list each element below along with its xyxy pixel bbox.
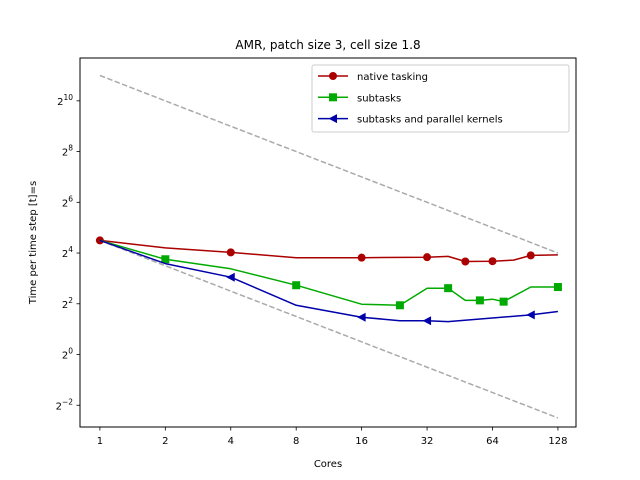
legend-swatch-marker [328, 114, 337, 124]
x-tick-label: 128 [548, 436, 567, 447]
series-2-point [161, 255, 170, 264]
series-1-point [95, 236, 104, 245]
series-2-point [292, 281, 301, 290]
x-axis: 1 2 4 8 16 32 64 128 [97, 427, 567, 447]
series-2-point [499, 297, 508, 306]
series-2-point [395, 301, 404, 310]
series-2-point [444, 284, 453, 293]
y-axis-label: Time per time step [t]=s [28, 181, 39, 305]
y-tick-label: 26 [62, 194, 73, 209]
legend-frame [311, 64, 570, 133]
x-axis-label: Cores [314, 459, 342, 470]
y-tick-label: 24 [62, 245, 73, 260]
y-tick-label: 28 [62, 144, 73, 159]
series-3-point [226, 272, 235, 282]
series-1-point [526, 251, 535, 260]
y-axis: 2−2 20 22 24 26 28 210 [56, 93, 80, 412]
reference-line-1 [99, 74, 559, 254]
y-tick-label: 210 [57, 93, 73, 108]
series-3-point [422, 316, 432, 326]
legend-swatch-marker [329, 72, 337, 80]
series-1-point [488, 257, 497, 266]
series-2-point [475, 296, 484, 305]
x-tick-label: 2 [162, 436, 168, 447]
legend-item-3: subtasks and parallel kernels [318, 114, 503, 126]
legend: native tasking subtasks subtasks and par… [311, 64, 570, 133]
legend-item-1: native tasking [318, 72, 428, 83]
legend-label: native tasking [357, 72, 428, 83]
legend-item-2: subtasks [318, 93, 401, 104]
x-tick-label: 16 [355, 436, 368, 447]
plot-frame [79, 57, 577, 428]
series-3-point [526, 310, 535, 320]
x-tick-label: 32 [421, 436, 434, 447]
reference-line-2 [99, 239, 559, 419]
series-3-line [99, 239, 558, 323]
series-3 [99, 239, 558, 326]
x-tick-label: 1 [97, 436, 103, 447]
series-2 [99, 239, 562, 310]
series-1-point [461, 257, 470, 266]
series-1-point [423, 253, 432, 262]
series-1-point [357, 253, 366, 262]
legend-label: subtasks and parallel kernels [357, 115, 503, 126]
legend-label: subtasks [357, 93, 401, 104]
y-tick-label: 20 [62, 347, 73, 362]
series-1-line [99, 239, 558, 263]
series-1 [95, 236, 558, 266]
series-3-point [357, 312, 366, 322]
legend-swatch-marker [329, 93, 337, 102]
x-tick-label: 64 [486, 436, 499, 447]
x-tick-label: 8 [293, 436, 299, 447]
x-tick-label: 4 [228, 436, 234, 447]
reference-lines [99, 74, 559, 419]
series-2-point [553, 283, 562, 292]
y-tick-label: 22 [62, 296, 73, 311]
series-1-point [226, 248, 235, 257]
chart-title: AMR, patch size 3, cell size 1.8 [235, 38, 420, 52]
y-tick-label: 2−2 [56, 397, 74, 412]
series-lines [95, 236, 562, 326]
